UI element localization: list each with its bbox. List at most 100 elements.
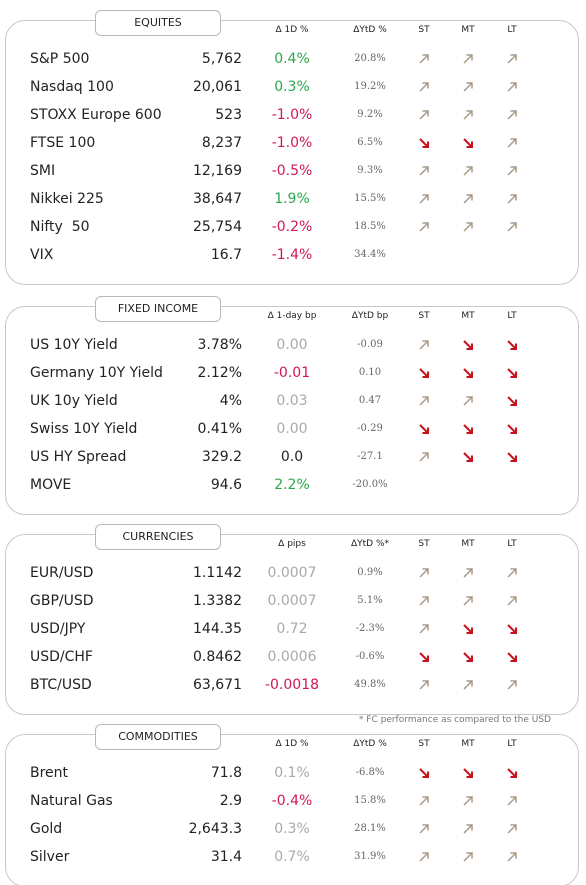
section-title: EQUITES bbox=[95, 10, 221, 36]
row-change: 0.03 bbox=[276, 393, 308, 409]
row-name: EUR/USD bbox=[30, 565, 94, 581]
row-value: 0.8462 bbox=[193, 649, 242, 665]
column-header: ST bbox=[418, 311, 430, 321]
row-ytd: -2.3% bbox=[355, 623, 385, 634]
trend-arrow-down bbox=[507, 624, 517, 634]
row-ytd: -0.29 bbox=[357, 423, 383, 434]
trend-arrow-up bbox=[419, 110, 429, 120]
row-value: 71.8 bbox=[210, 765, 242, 781]
trend-arrow-up bbox=[419, 396, 429, 406]
row-ytd: 0.9% bbox=[357, 567, 383, 578]
row-name: MOVE bbox=[30, 477, 72, 493]
trend-arrow-up bbox=[507, 568, 517, 578]
column-header: MT bbox=[461, 739, 475, 749]
footnote: * FC performance as compared to the USD bbox=[358, 715, 551, 725]
row-change: -0.0018 bbox=[264, 677, 320, 693]
trend-arrow-up bbox=[507, 138, 517, 148]
trend-arrow-down bbox=[507, 396, 517, 406]
row-change: -0.01 bbox=[273, 365, 311, 381]
row-change: -1.0% bbox=[271, 107, 313, 123]
row-name: Swiss 10Y Yield bbox=[30, 421, 138, 437]
trend-arrow-up bbox=[419, 222, 429, 232]
column-header: LT bbox=[507, 25, 517, 35]
trend-arrow-up bbox=[419, 54, 429, 64]
row-ytd: 0.10 bbox=[358, 367, 382, 378]
row-change: 0.0 bbox=[280, 449, 304, 465]
column-header: ST bbox=[418, 739, 430, 749]
row-value: 5,762 bbox=[201, 51, 242, 67]
trend-arrow-up bbox=[463, 680, 473, 690]
section-box bbox=[5, 734, 579, 885]
row-value: 94.6 bbox=[210, 477, 242, 493]
trend-arrow-up bbox=[463, 568, 473, 578]
column-header: MT bbox=[461, 311, 475, 321]
column-header: ΔYtD % bbox=[353, 25, 387, 35]
row-change: -0.5% bbox=[271, 163, 313, 179]
section-title: CURRENCIES bbox=[95, 524, 221, 550]
trend-arrow-down bbox=[507, 368, 517, 378]
row-value: 63,671 bbox=[193, 677, 242, 693]
row-name: Germany 10Y Yield bbox=[30, 365, 163, 381]
trend-arrow-up bbox=[463, 396, 473, 406]
section-title: FIXED INCOME bbox=[95, 296, 221, 322]
row-value: 1.3382 bbox=[193, 593, 242, 609]
trend-arrow-down bbox=[507, 768, 517, 778]
row-ytd: 6.5% bbox=[357, 137, 383, 148]
trend-arrow-down bbox=[419, 424, 429, 434]
row-change: -1.4% bbox=[271, 247, 313, 263]
row-ytd: 20.8% bbox=[354, 53, 386, 64]
row-ytd: 28.1% bbox=[354, 823, 386, 834]
row-change: 0.0007 bbox=[267, 565, 317, 581]
trend-arrow-up bbox=[419, 824, 429, 834]
trend-arrow-down bbox=[507, 424, 517, 434]
section-box bbox=[5, 20, 579, 285]
row-ytd: 9.2% bbox=[357, 109, 383, 120]
trend-arrow-up bbox=[419, 166, 429, 176]
column-header: Δ 1D % bbox=[275, 25, 309, 35]
row-ytd: -6.8% bbox=[355, 767, 385, 778]
row-change: 0.0006 bbox=[267, 649, 317, 665]
trend-arrow-down bbox=[507, 452, 517, 462]
section-box bbox=[5, 534, 579, 715]
trend-arrow-up bbox=[507, 110, 517, 120]
row-value: 0.41% bbox=[197, 421, 242, 437]
row-value: 4% bbox=[219, 393, 242, 409]
trend-arrow-up bbox=[463, 82, 473, 92]
row-value: 2,643.3 bbox=[188, 821, 242, 837]
column-header: MT bbox=[461, 25, 475, 35]
row-name: Nasdaq 100 bbox=[30, 79, 114, 95]
row-name: SMI bbox=[30, 163, 56, 179]
row-change: 0.4% bbox=[274, 51, 310, 67]
row-ytd: 49.8% bbox=[354, 679, 386, 690]
row-value: 38,647 bbox=[193, 191, 242, 207]
trend-arrow-down bbox=[463, 424, 473, 434]
trend-arrow-up bbox=[463, 194, 473, 204]
row-ytd: -0.6% bbox=[355, 651, 385, 662]
row-ytd: -20.0% bbox=[352, 479, 388, 490]
trend-arrow-up bbox=[419, 680, 429, 690]
trend-arrow-up bbox=[507, 680, 517, 690]
column-header: ΔYtD bp bbox=[351, 311, 389, 321]
column-header: Δ 1-day bp bbox=[267, 311, 317, 321]
trend-arrow-down bbox=[419, 768, 429, 778]
row-value: 3.78% bbox=[197, 337, 242, 353]
trend-arrow-down bbox=[463, 138, 473, 148]
row-name: GBP/USD bbox=[30, 593, 94, 609]
row-change: 0.72 bbox=[276, 621, 308, 637]
row-name: US 10Y Yield bbox=[30, 337, 118, 353]
column-header: LT bbox=[507, 739, 517, 749]
column-header: ΔYtD % bbox=[353, 739, 387, 749]
trend-arrow-up bbox=[419, 796, 429, 806]
column-header: LT bbox=[507, 539, 517, 549]
row-value: 16.7 bbox=[210, 247, 242, 263]
row-ytd: 0.47 bbox=[358, 395, 382, 406]
trend-arrow-up bbox=[507, 54, 517, 64]
trend-arrow-up bbox=[419, 82, 429, 92]
row-value: 12,169 bbox=[193, 163, 242, 179]
trend-arrow-down bbox=[463, 768, 473, 778]
row-name: VIX bbox=[30, 247, 54, 263]
row-change: 0.7% bbox=[274, 849, 310, 865]
trend-arrow-up bbox=[419, 596, 429, 606]
trend-arrow-up bbox=[507, 166, 517, 176]
